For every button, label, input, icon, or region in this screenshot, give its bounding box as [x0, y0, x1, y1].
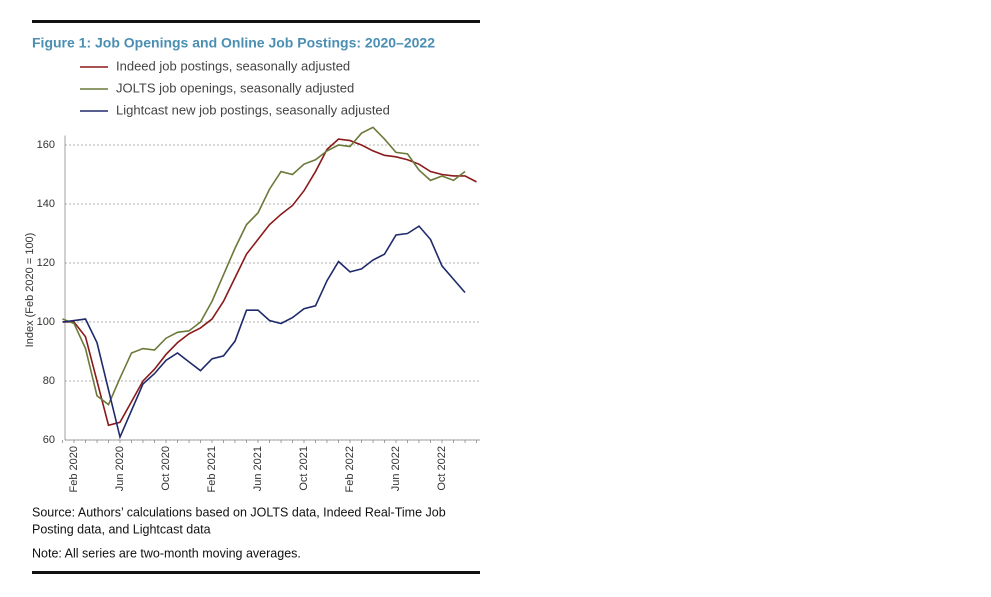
- series-line: [62, 126, 466, 406]
- top-rule: [32, 20, 480, 23]
- x-tick-label: Jun 2021: [252, 446, 264, 491]
- chart-title: Figure 1: Job Openings and Online Job Po…: [32, 35, 435, 51]
- source: Source: Authors’ calculations based on J…: [32, 505, 446, 519]
- x-tick-label: Jun 2022: [390, 446, 402, 491]
- legend-label: JOLTS job openings, seasonally adjusted: [116, 80, 354, 95]
- legend-label: Lightcast new job postings, seasonally a…: [116, 102, 390, 117]
- bottom-rule: [32, 571, 480, 574]
- series-line: [62, 225, 466, 440]
- y-tick-label: 120: [37, 257, 55, 269]
- y-tick-label: 80: [43, 375, 55, 387]
- x-tick-label: Jun 2020: [114, 446, 126, 491]
- x-tick-label: Feb 2021: [206, 446, 218, 492]
- note: Note: All series are two-month moving av…: [32, 546, 301, 560]
- x-tick-label: Feb 2022: [344, 446, 356, 492]
- x-tick-label: Oct 2021: [298, 446, 310, 491]
- source: Posting data, and Lightcast data: [32, 522, 211, 536]
- x-tick-label: Oct 2020: [160, 446, 172, 491]
- y-axis-label: Index (Feb 2020 = 100): [24, 233, 36, 348]
- y-tick-label: 140: [37, 198, 55, 210]
- y-tick-label: 60: [43, 434, 55, 446]
- legend-label: Indeed job postings, seasonally adjusted: [116, 58, 350, 73]
- y-tick-label: 160: [37, 139, 55, 151]
- series-line: [62, 138, 477, 427]
- y-tick-label: 100: [37, 316, 55, 328]
- x-tick-label: Oct 2022: [436, 446, 448, 491]
- x-tick-label: Feb 2020: [68, 446, 80, 492]
